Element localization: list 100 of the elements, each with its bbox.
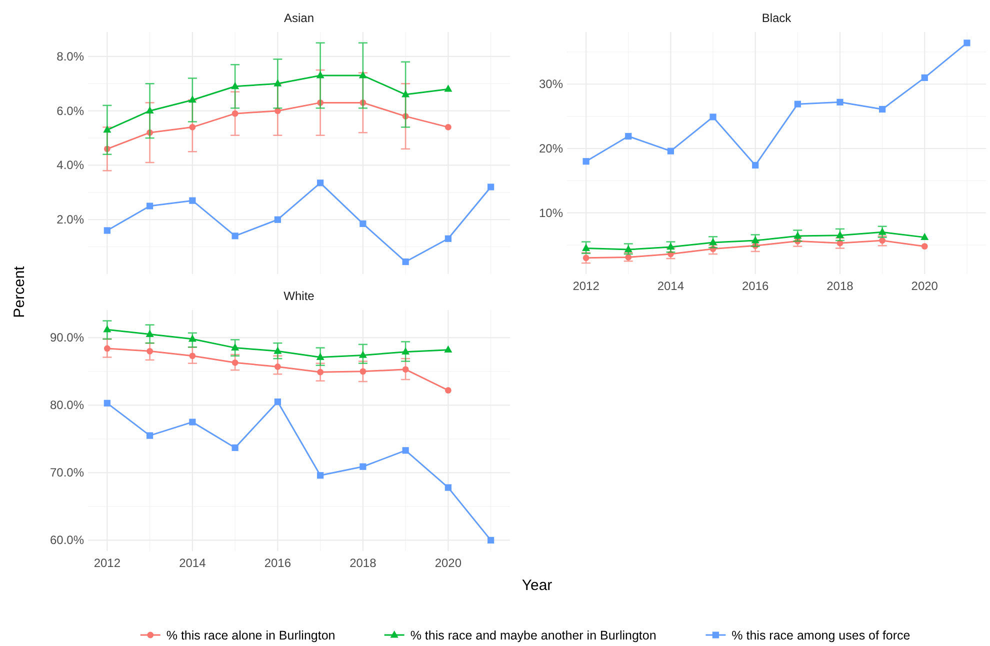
chart-title: Asian <box>284 11 314 25</box>
point <box>794 232 802 239</box>
x-tick-label: 2018 <box>350 556 377 570</box>
point <box>232 232 238 240</box>
point <box>402 90 410 98</box>
legend-label: % this race alone in Burlington <box>166 628 336 642</box>
point <box>274 79 282 86</box>
legend-label: % this race and maybe another in Burlington <box>410 628 656 642</box>
point <box>444 484 452 491</box>
point <box>104 400 110 406</box>
point <box>232 359 238 366</box>
point <box>921 243 928 250</box>
point <box>488 184 494 190</box>
point <box>189 352 196 360</box>
chart-title: White <box>284 289 315 303</box>
point <box>103 325 112 332</box>
legend-label: % this race among uses of force <box>732 628 910 642</box>
y-axis-title: Percent <box>11 265 28 318</box>
point <box>921 74 928 81</box>
point <box>582 158 590 165</box>
point <box>146 330 154 338</box>
point <box>189 418 196 426</box>
point <box>103 125 112 133</box>
point <box>274 216 281 223</box>
point <box>444 235 452 242</box>
point <box>624 245 632 252</box>
point <box>360 220 366 227</box>
x-tick-label: 2012 <box>572 279 600 293</box>
point <box>402 447 409 454</box>
point <box>794 100 801 108</box>
y-tick-label: 8.0% <box>56 49 84 64</box>
x-tick-label: 2014 <box>179 556 206 570</box>
point <box>317 180 324 186</box>
y-tick-label: 4.0% <box>56 158 84 172</box>
point <box>104 345 110 352</box>
y-tick-label: 20% <box>538 141 564 156</box>
x-tick-label: 2020 <box>911 279 938 293</box>
point <box>879 237 886 244</box>
point <box>188 95 196 103</box>
point <box>878 228 886 235</box>
point <box>836 98 844 106</box>
point <box>231 343 240 351</box>
x-tick-label: 2016 <box>264 556 292 570</box>
y-tick-label: 2.0% <box>56 212 84 227</box>
y-tick-label: 90.0% <box>50 330 84 345</box>
y-tick-label: 10% <box>538 206 564 220</box>
point <box>444 345 452 353</box>
point <box>402 258 409 266</box>
point <box>189 197 196 204</box>
point <box>360 368 366 375</box>
point <box>358 71 367 78</box>
point <box>879 106 886 113</box>
point <box>274 364 281 370</box>
x-tick-label: 2016 <box>742 279 770 293</box>
point <box>964 40 970 46</box>
point <box>274 398 281 406</box>
point <box>625 132 632 140</box>
chart-title: Black <box>762 11 792 25</box>
point <box>444 124 452 130</box>
point <box>189 124 196 130</box>
point <box>444 84 452 92</box>
point <box>666 242 675 250</box>
point <box>402 347 410 355</box>
x-tick-label: 2014 <box>657 279 684 293</box>
point <box>188 334 196 342</box>
point <box>488 536 494 544</box>
point <box>316 352 324 360</box>
point <box>146 432 154 439</box>
point <box>317 472 324 479</box>
point <box>836 230 844 238</box>
y-tick-label: 30% <box>538 77 564 92</box>
point <box>582 254 590 262</box>
point <box>146 106 154 114</box>
point <box>582 244 590 251</box>
point <box>920 232 929 240</box>
point <box>232 110 238 117</box>
point <box>232 444 238 452</box>
point <box>317 368 324 376</box>
point <box>316 71 324 78</box>
point <box>752 162 759 169</box>
point <box>146 348 154 354</box>
x-tick-label: 2012 <box>94 556 121 570</box>
x-tick-label: 2020 <box>434 556 462 570</box>
point <box>358 350 367 358</box>
y-tick-label: 60.0% <box>50 533 84 548</box>
point <box>667 148 674 154</box>
x-tick-label: 2018 <box>826 279 854 293</box>
point <box>274 346 282 354</box>
point <box>710 114 716 120</box>
y-tick-label: 6.0% <box>56 104 84 118</box>
y-tick-label: 70.0% <box>50 466 84 480</box>
point <box>444 387 452 394</box>
x-axis-title: Year <box>522 577 552 594</box>
y-tick-label: 80.0% <box>50 398 84 412</box>
point <box>751 236 760 244</box>
point <box>231 82 240 90</box>
point <box>709 238 718 246</box>
point <box>146 202 154 210</box>
point <box>402 366 409 373</box>
point <box>104 227 110 234</box>
